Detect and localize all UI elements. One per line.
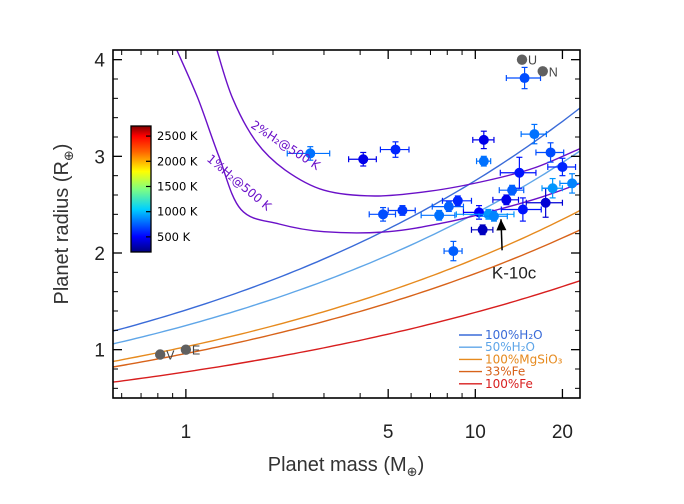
planet-point [520,123,547,145]
y-tick-label: 3 [94,147,105,168]
planet-point [475,155,492,167]
planet-marker [517,204,528,215]
planet-point [470,224,494,236]
colorbar-label: 1000 K [157,205,198,219]
planet-point [505,66,542,90]
planet-marker [443,201,454,212]
planet-marker [519,73,530,84]
y-tick-label: 2 [94,244,105,265]
y-axis-label: Planet radius (R⊕) [51,144,76,305]
planet-point [499,156,537,189]
planet-point [286,146,331,161]
plot-frame [112,49,581,399]
x-tick-label: 1 [181,422,192,443]
planet-marker [448,246,459,257]
legend-entry: 100%MgSiO₃ [485,352,563,366]
planet-marker [529,129,540,140]
composition-curve [113,107,580,332]
planet-marker [452,195,463,206]
planet-point [379,141,410,158]
model-curves [113,50,580,383]
planet-marker [514,167,525,178]
composition-curve [113,229,580,368]
solar-planet-label: V [166,349,175,363]
x-tick-label: 10 [465,422,486,443]
solar-planet-marker [154,349,166,360]
solar-planet-label: N [549,65,558,79]
x-axis-label: Planet mass (M⊕) [268,454,425,479]
colorbar-label: 2500 K [157,129,198,143]
planet-marker [567,178,578,189]
planet-point [420,209,456,221]
planet-point [472,130,495,150]
planet-marker [305,148,316,159]
envelope-curve [176,50,580,234]
planet-marker [434,210,445,221]
legend-entry: 100%Fe [485,377,533,391]
planet-point [525,187,564,218]
colorbar-label: 1500 K [157,179,198,193]
envelope-curve [216,50,580,197]
planet-marker [390,144,401,155]
planet-marker [540,197,551,208]
colorbar-label: 500 K [157,230,191,244]
planet-point [441,195,473,207]
colorbar: 2500 K 2000 K 1500 K 1000 K 500 K [130,125,198,253]
planet-marker [397,205,408,216]
colorbar-gradient [130,125,152,253]
colorbar-label: 2000 K [157,154,198,168]
legend-entry: 50%H₂O [485,340,535,354]
envelope-curve-label: 1%H₂@500 K [204,152,275,215]
planet-point [492,194,520,206]
k10c-annotation: K-10c [492,219,537,282]
planet-point [368,206,397,222]
planet-point [547,157,577,177]
planet-marker [478,134,489,145]
annotation-arrowhead [496,219,507,231]
composition-curve [113,280,580,383]
planet-point [387,205,416,216]
planet-marker [501,194,512,205]
axis-ticks: 1 5 10 20 1 2 3 4 [94,50,580,443]
planet-point [431,201,465,213]
solar-planet-marker [537,66,548,77]
annotation-label: K-10c [492,263,537,282]
solar-planet-marker [516,54,528,65]
planet-point [443,240,463,262]
y-tick-label: 4 [94,51,105,72]
x-tick-label: 20 [552,422,573,443]
x-tick-label: 5 [383,422,394,443]
planet-marker [507,185,518,196]
planet-marker [477,224,488,235]
planet-marker [478,156,489,167]
planet-point [535,142,565,163]
solar-planet-label: U [528,54,537,68]
planet-marker [547,183,558,194]
solar-planet-label: E [192,344,200,358]
planet-point [500,197,542,222]
planet-marker [378,209,389,220]
planet-point [541,177,564,199]
solar-planet-marker [180,344,192,355]
planet-marker [358,154,369,165]
planet-point [348,151,377,167]
planet-point [478,210,508,222]
planet-point [498,184,525,196]
planet-marker [545,147,556,158]
legend-entry: 100%H₂O [485,328,543,342]
planet-marker [488,211,499,222]
legend-entry: 33%Fe [485,365,525,379]
solar-system-planets: V E UN [154,54,558,363]
planet-points [286,66,580,262]
y-tick-label: 1 [94,341,105,362]
planet-marker [557,161,568,172]
